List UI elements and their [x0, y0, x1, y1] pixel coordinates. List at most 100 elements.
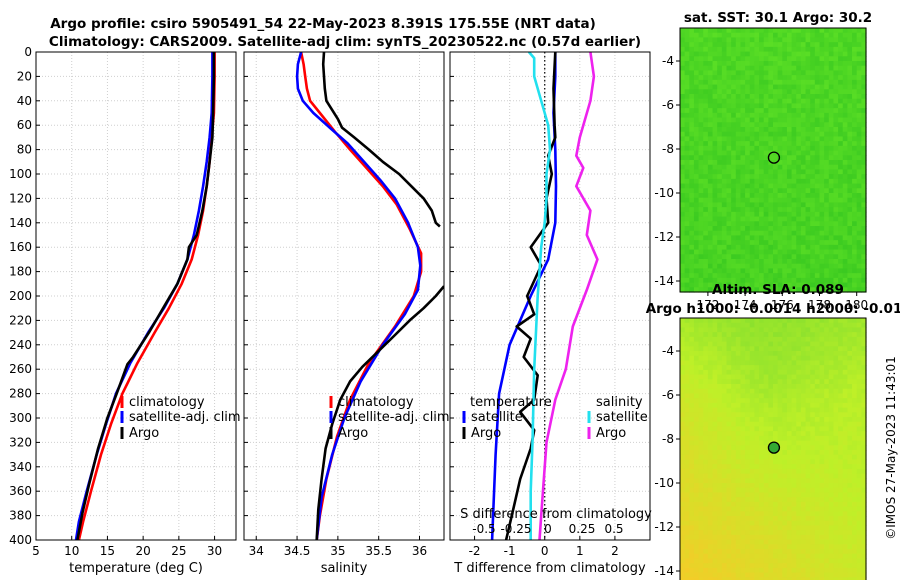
map-cell	[805, 525, 811, 531]
map-cell	[805, 478, 811, 484]
map-cell	[731, 79, 737, 86]
map-cell	[740, 346, 746, 352]
map-cell	[717, 431, 723, 437]
map-cell	[824, 268, 830, 274]
map-cell	[786, 341, 793, 347]
map-cell	[852, 155, 858, 161]
map-cell	[684, 65, 690, 72]
map-cell	[721, 178, 728, 185]
map-cell	[684, 249, 690, 255]
map-cell	[861, 150, 867, 156]
map-cell	[717, 492, 723, 498]
map-cell	[828, 497, 835, 503]
map-cell	[800, 226, 807, 232]
map-cell	[824, 553, 830, 560]
map-cell	[824, 136, 830, 142]
map-cell	[773, 183, 779, 189]
map-cell	[847, 520, 853, 527]
map-cell	[749, 28, 755, 34]
map-cell	[731, 318, 737, 324]
map-cell	[740, 393, 746, 399]
map-cell	[754, 483, 760, 489]
map-cell	[698, 478, 704, 484]
map-cell	[824, 534, 830, 541]
map-cell	[684, 572, 690, 578]
map-cell	[819, 150, 825, 156]
map-cell	[680, 249, 686, 255]
map-cell	[731, 122, 737, 128]
map-cell	[717, 398, 723, 404]
map-cell	[796, 374, 802, 380]
map-cell	[712, 497, 718, 503]
map-cell	[819, 478, 825, 484]
map-cell	[726, 32, 732, 39]
map-cell	[833, 160, 839, 166]
map-cell	[828, 70, 835, 76]
map-cell	[745, 98, 751, 105]
map-cell	[838, 51, 844, 57]
map-cell	[800, 379, 807, 385]
map-cell	[721, 240, 728, 246]
map-cell	[842, 37, 848, 43]
map-cell	[861, 563, 867, 569]
map-cell	[721, 244, 728, 251]
map-cell	[833, 240, 839, 246]
map-cell	[712, 230, 718, 237]
map-cell	[703, 516, 709, 522]
map-cell	[731, 61, 737, 67]
map-cell	[689, 577, 695, 580]
map-cell	[703, 193, 709, 199]
map-cell	[707, 94, 714, 100]
map-cell	[735, 235, 742, 241]
map-cell	[740, 440, 746, 446]
map-cell	[763, 440, 769, 446]
map-cell	[800, 384, 807, 390]
map-cell	[680, 46, 686, 53]
map-cell	[703, 94, 709, 100]
map-cell	[791, 268, 797, 274]
map-cell	[805, 216, 811, 222]
map-cell	[684, 244, 690, 251]
map-cell	[768, 369, 774, 376]
map-cell	[745, 79, 751, 86]
map-cell	[847, 318, 853, 324]
map-cell	[698, 136, 704, 142]
map-cell	[698, 244, 704, 251]
map-cell	[773, 516, 779, 522]
map-cell	[712, 346, 718, 352]
map-cell	[800, 327, 807, 333]
map-cell	[782, 268, 788, 274]
map-cell	[861, 211, 867, 218]
map-cell	[852, 259, 858, 265]
map-cell	[698, 384, 704, 390]
map-cell	[763, 263, 769, 270]
map-cell	[703, 511, 709, 517]
map-cell	[754, 492, 760, 498]
map-cell	[814, 520, 821, 527]
map-cell	[721, 360, 728, 366]
map-cell	[740, 188, 746, 194]
map-cell	[856, 164, 862, 171]
map-cell	[842, 65, 848, 72]
map-cell	[824, 150, 830, 156]
map-cell	[731, 56, 737, 62]
map-cell	[847, 37, 853, 43]
map-cell	[759, 393, 765, 399]
map-cell	[796, 511, 802, 517]
map-cell	[749, 75, 755, 81]
map-cell	[800, 197, 807, 204]
map-cell	[819, 492, 825, 498]
map-cell	[684, 506, 690, 512]
map-cell	[768, 273, 774, 279]
map-cell	[707, 287, 714, 293]
map-cell	[786, 563, 793, 569]
map-cell	[777, 577, 783, 580]
map-cell	[768, 131, 774, 138]
map-cell	[707, 332, 714, 338]
map-cell	[847, 487, 853, 494]
map-cell	[759, 332, 765, 338]
map-cell	[731, 450, 737, 456]
map-cell	[689, 70, 695, 76]
map-cell	[745, 327, 751, 333]
map-cell	[847, 459, 853, 465]
